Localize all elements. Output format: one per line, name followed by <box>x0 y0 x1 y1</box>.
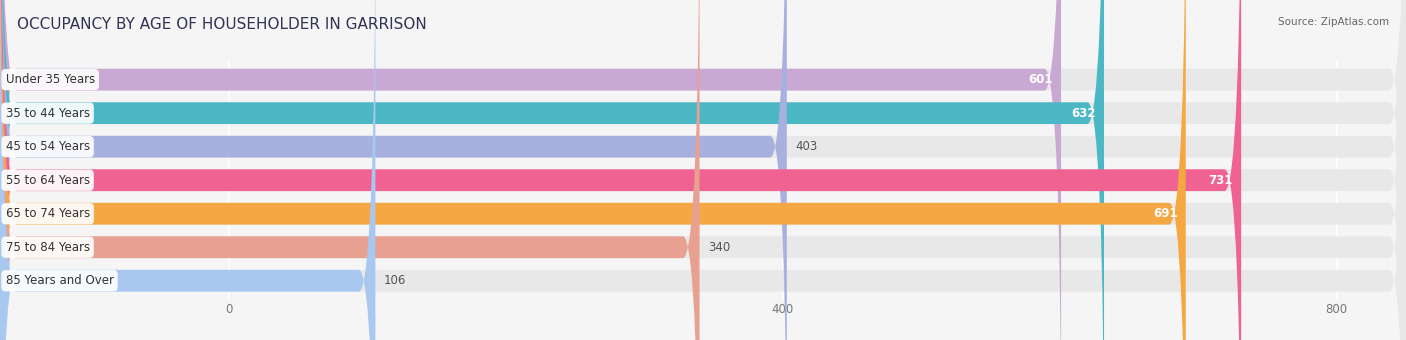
Text: 106: 106 <box>384 274 406 287</box>
Text: 45 to 54 Years: 45 to 54 Years <box>6 140 90 153</box>
Text: 75 to 84 Years: 75 to 84 Years <box>6 241 90 254</box>
Text: 340: 340 <box>707 241 730 254</box>
FancyBboxPatch shape <box>0 0 700 340</box>
FancyBboxPatch shape <box>0 0 787 340</box>
Text: 731: 731 <box>1209 174 1233 187</box>
Text: 632: 632 <box>1071 107 1095 120</box>
FancyBboxPatch shape <box>0 0 1062 340</box>
FancyBboxPatch shape <box>0 0 375 340</box>
Text: Under 35 Years: Under 35 Years <box>6 73 94 86</box>
FancyBboxPatch shape <box>0 0 1104 340</box>
FancyBboxPatch shape <box>0 0 1241 340</box>
Text: 65 to 74 Years: 65 to 74 Years <box>6 207 90 220</box>
Text: 85 Years and Over: 85 Years and Over <box>6 274 114 287</box>
Text: OCCUPANCY BY AGE OF HOUSEHOLDER IN GARRISON: OCCUPANCY BY AGE OF HOUSEHOLDER IN GARRI… <box>17 17 426 32</box>
Text: 55 to 64 Years: 55 to 64 Years <box>6 174 90 187</box>
Text: 691: 691 <box>1153 207 1177 220</box>
FancyBboxPatch shape <box>0 0 1185 340</box>
Text: 601: 601 <box>1028 73 1053 86</box>
Text: Source: ZipAtlas.com: Source: ZipAtlas.com <box>1278 17 1389 27</box>
Text: 35 to 44 Years: 35 to 44 Years <box>6 107 90 120</box>
Text: 403: 403 <box>796 140 817 153</box>
